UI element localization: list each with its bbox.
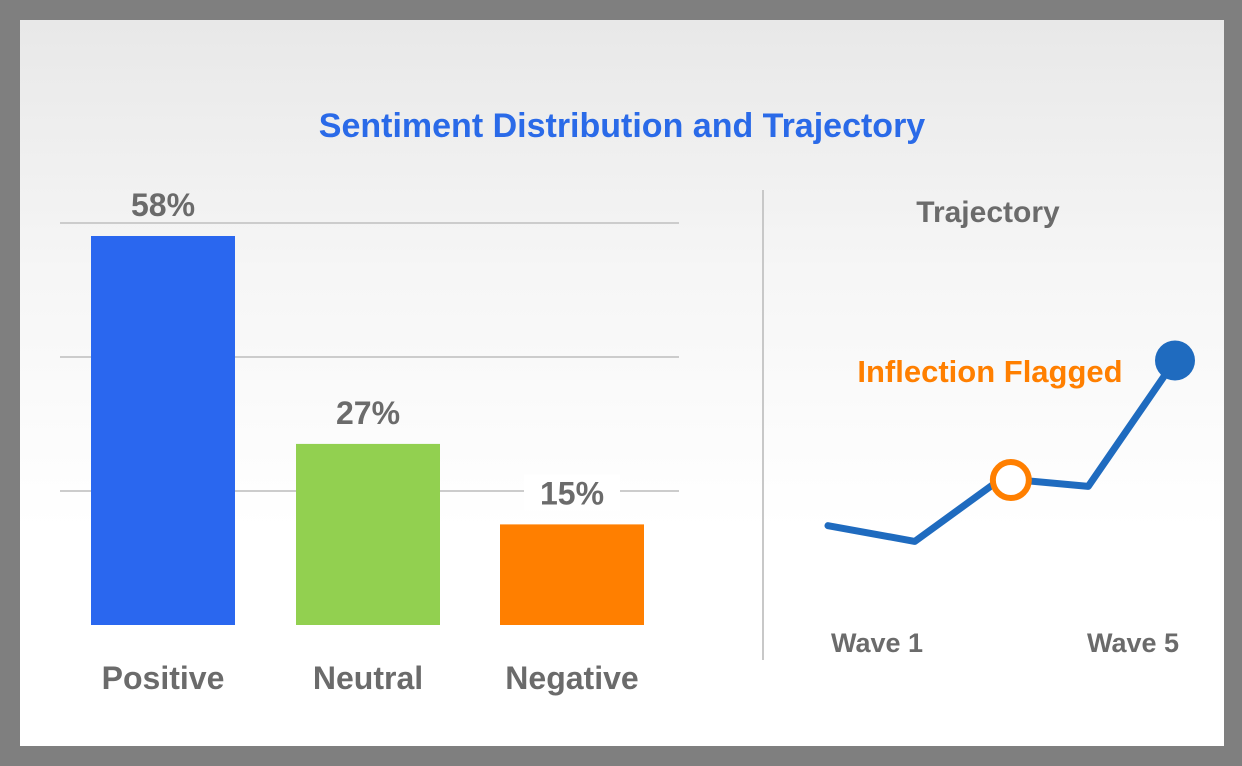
category-label-positive: Positive <box>102 660 225 696</box>
x-tick-wave-5: Wave 5 <box>1087 628 1179 658</box>
end-point-marker <box>1155 340 1195 381</box>
chart-title: Sentiment Distribution and Trajectory <box>318 107 926 145</box>
category-label-neutral: Neutral <box>313 660 423 696</box>
value-label-negative: 15% <box>540 475 604 511</box>
bar-positive <box>91 236 235 625</box>
bar-neutral <box>296 443 440 625</box>
label-mask <box>524 474 620 511</box>
value-label-positive: 58% <box>131 187 195 223</box>
trajectory-title: Trajectory <box>916 196 1060 229</box>
inflection-annotation: Inflection Flagged <box>857 354 1122 389</box>
category-label-negative: Negative <box>505 660 638 696</box>
bar-negative <box>500 524 644 625</box>
inflection-marker <box>989 459 1032 502</box>
value-label-neutral: 27% <box>336 395 400 431</box>
x-tick-wave-1: Wave 1 <box>831 628 923 658</box>
